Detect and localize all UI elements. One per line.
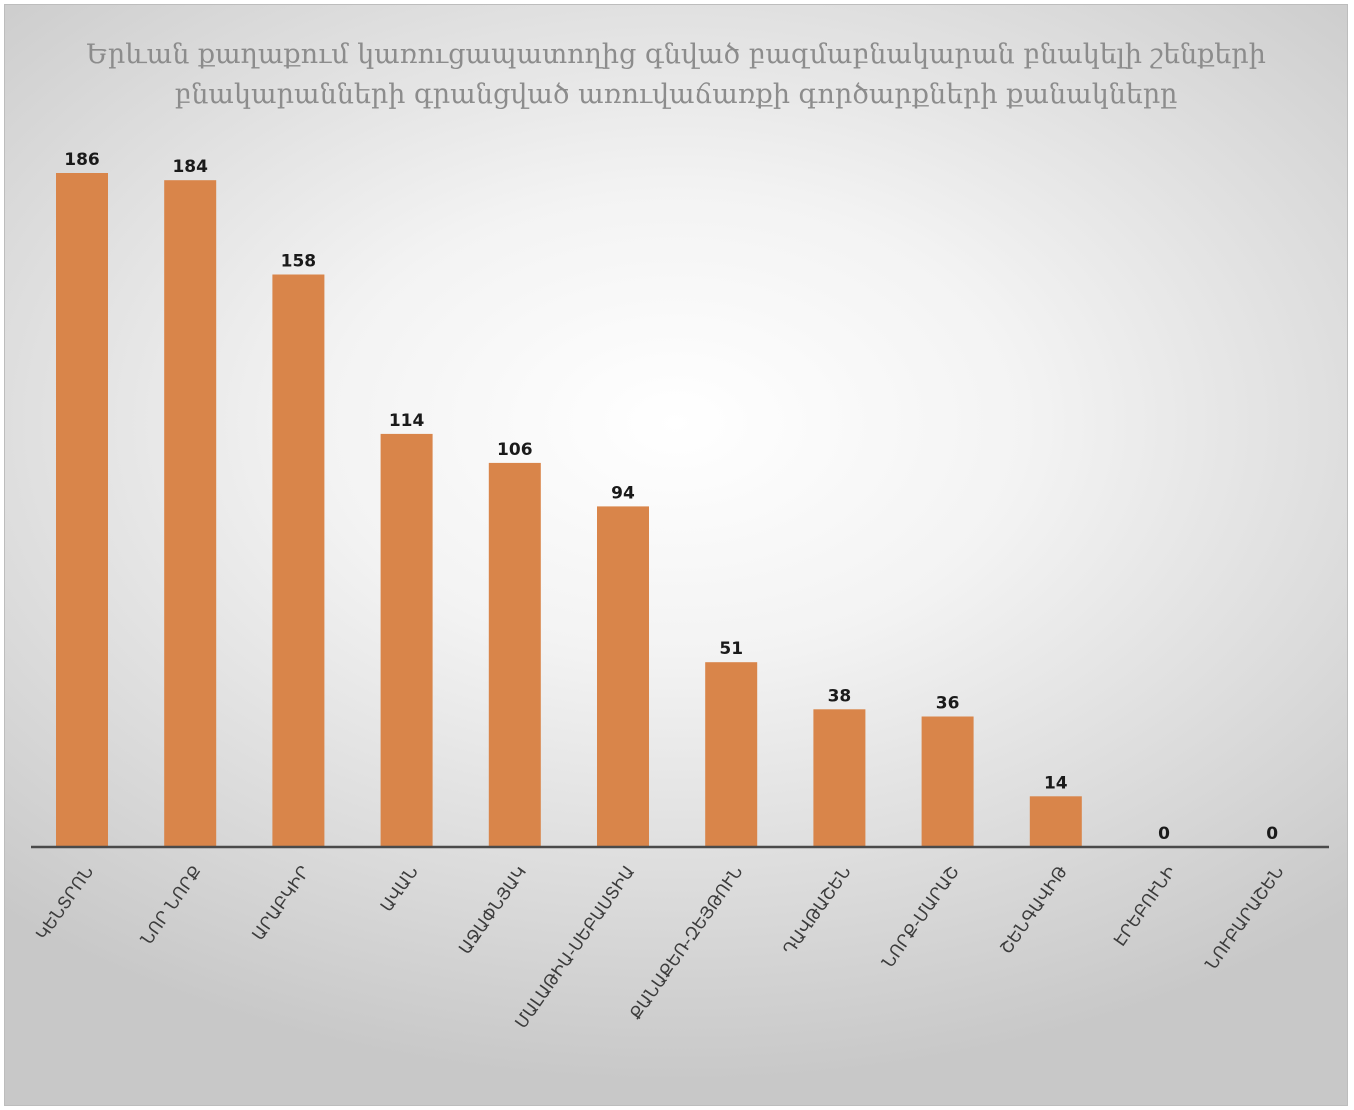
value-label-5: 94 xyxy=(611,483,635,503)
category-label-7: ԴԱՎԹԱՇԵՆ xyxy=(779,862,855,959)
value-label-11: 0 xyxy=(1266,824,1278,844)
bar-8 xyxy=(921,716,974,847)
bar-chart: 186 184 158 114 106 94 51 38 36 14 0 0 ԿԵՆՏՐՈՆ ՆՈՐ Ն… xyxy=(31,150,1329,1032)
bar-7 xyxy=(813,709,866,847)
bar-0 xyxy=(56,173,108,847)
value-label-10: 0 xyxy=(1158,824,1170,844)
category-label-0: ԿԵՆՏՐՈՆ xyxy=(32,862,98,944)
category-label-9: ՇԵՆԳԱՎԻԹ xyxy=(997,862,1073,958)
value-label-3: 114 xyxy=(389,411,425,431)
value-label-8: 36 xyxy=(936,694,960,714)
bar-1 xyxy=(164,180,217,847)
value-label-4: 106 xyxy=(497,440,533,460)
category-label-2: ԱՐԱԲԿԻՐ xyxy=(249,862,315,944)
category-labels-group: ԿԵՆՏՐՈՆ ՆՈՐ ՆՈՐՔ ԱՐԱԲԿԻՐ ԱՎԱՆ ԱՋԱՓՆՅԱԿՄԱԼԱԹԻ… xyxy=(32,862,1288,1032)
value-labels-group: 186 184 158 114 106 94 51 38 36 14 0 0 xyxy=(64,150,1278,844)
bars-group xyxy=(56,173,1082,847)
value-label-6: 51 xyxy=(719,639,743,659)
bar-5 xyxy=(597,506,649,847)
category-label-1: ՆՈՐ ՆՈՐՔ xyxy=(137,862,206,948)
category-label-6: ՔԱՆԱՔԵՌ-ԶԵՅԹՈՒՆ xyxy=(626,862,747,1023)
value-label-9: 14 xyxy=(1044,773,1068,793)
bar-6 xyxy=(705,662,758,847)
chart-title: Երևան քաղաքում կառուցապատողից գնված բազմ… xyxy=(5,35,1347,115)
chart-title-line-2: բնակարանների գրանցված առուվաճառքի գործար… xyxy=(174,79,1178,110)
category-label-4: ԱՋԱՓՆՅԱԿ xyxy=(455,862,531,958)
bar-2 xyxy=(272,274,325,847)
bar-9 xyxy=(1029,796,1082,847)
chart-title-line-1: Երևան քաղաքում կառուցապատողից գնված բազմ… xyxy=(86,39,1266,70)
value-label-0: 186 xyxy=(64,150,100,170)
category-label-5: ՄԱԼԱԹԻԱ-ՍԵԲԱՍՏԻԱ xyxy=(512,862,639,1032)
value-label-2: 158 xyxy=(281,252,317,272)
value-label-7: 38 xyxy=(828,686,852,706)
category-label-8: ՆՈՐՔ-ՄԱՐԱՇ xyxy=(879,862,964,972)
category-label-10: ԷՐԵԲՈՒՆԻ xyxy=(1110,862,1180,950)
category-label-11: ՆՈՒԲԱՐԱՇԵՆ xyxy=(1202,862,1288,973)
bar-3 xyxy=(380,433,433,847)
value-label-1: 184 xyxy=(172,157,208,177)
category-label-3: ԱՎԱՆ xyxy=(377,862,423,915)
bar-4 xyxy=(488,462,541,847)
chart-frame: Երևան քաղաքում կառուցապատողից գնված բազմ… xyxy=(4,4,1348,1106)
